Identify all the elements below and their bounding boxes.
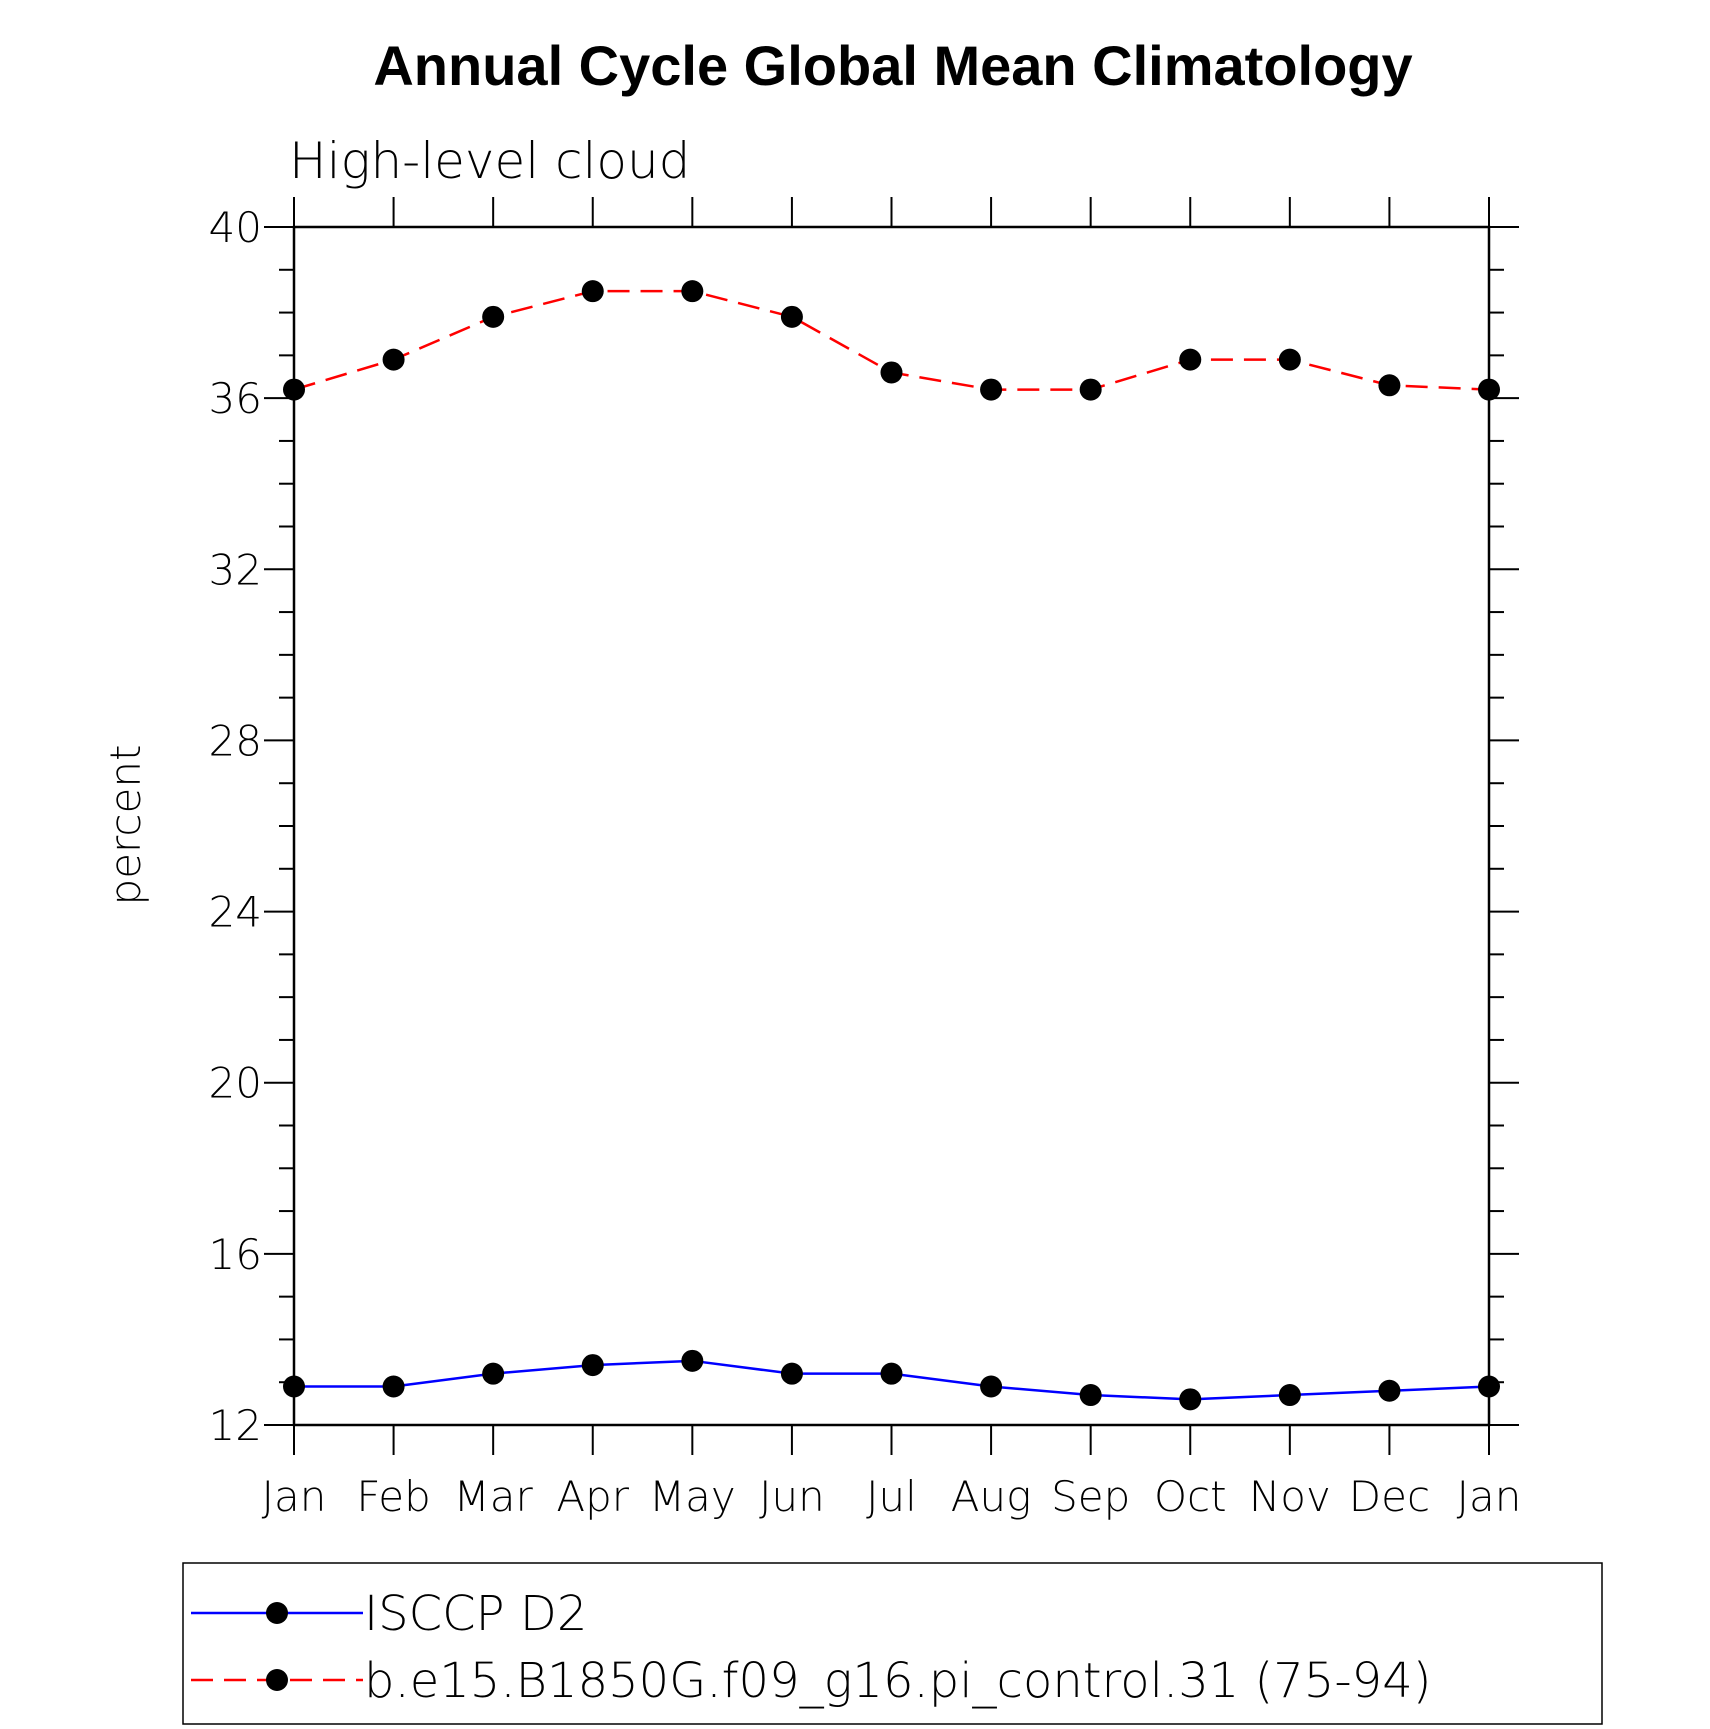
data-point	[1378, 1379, 1401, 1402]
y-axis-label: percent	[101, 745, 150, 906]
y-tick-label: 12	[209, 1401, 262, 1450]
x-tick-label: Jul	[866, 1472, 917, 1521]
data-point	[681, 280, 704, 303]
data-point	[1278, 348, 1301, 371]
y-tick-label: 20	[209, 1059, 262, 1108]
y-tick-label: 24	[209, 888, 262, 937]
series-1	[283, 1349, 1500, 1411]
x-tick-label: Jun	[759, 1472, 825, 1521]
y-tick-label: 16	[209, 1230, 262, 1279]
data-point	[980, 378, 1003, 401]
legend-label: b.e15.B1850G.f09_g16.pi_control.31 (75-9…	[364, 1653, 1431, 1709]
data-point	[1478, 378, 1500, 401]
data-point	[283, 1375, 305, 1398]
y-tick-labels: 12 16 20 24 28 32 36 40	[209, 203, 262, 1450]
data-point	[1378, 374, 1401, 397]
x-tick-label: Feb	[356, 1472, 430, 1521]
axis-ticks	[264, 197, 1519, 1455]
data-point	[382, 1375, 405, 1398]
legend-marker	[266, 1669, 288, 1691]
y-tick-label: 40	[209, 203, 262, 252]
x-tick-label: Nov	[1249, 1472, 1331, 1521]
data-point	[1179, 1388, 1202, 1411]
data-point	[780, 1362, 803, 1385]
data-point	[1278, 1384, 1301, 1407]
data-point	[1179, 348, 1202, 371]
y-tick-label: 28	[209, 716, 262, 765]
x-tick-label: Dec	[1349, 1472, 1430, 1521]
plot-area-frame	[292, 225, 1491, 1427]
data-point	[780, 305, 803, 328]
x-tick-label: May	[649, 1472, 736, 1521]
legend-marker	[266, 1602, 288, 1624]
x-tick-label: Aug	[951, 1472, 1032, 1521]
legend-item: ISCCP D2	[191, 1586, 587, 1642]
x-tick-labels: Jan Feb Mar Apr May Jun Jul Aug Sep Oct Nov Dec Jan	[262, 1472, 1522, 1521]
legend-box	[182, 1562, 1603, 1725]
x-tick-label: Jan	[262, 1472, 327, 1521]
x-tick-label: Sep	[1051, 1472, 1130, 1521]
data-point	[283, 378, 305, 401]
data-point	[681, 1349, 704, 1372]
data-point	[980, 1375, 1003, 1398]
x-tick-label: Apr	[556, 1472, 629, 1521]
data-point	[1478, 1375, 1500, 1398]
data-point	[382, 348, 405, 371]
x-tick-label: Oct	[1154, 1472, 1227, 1521]
data-point	[1079, 1384, 1102, 1407]
data-point	[482, 305, 505, 328]
data-point	[581, 280, 604, 303]
data-point	[1079, 378, 1102, 401]
series-layer	[283, 280, 1500, 1411]
chart-title: Annual Cycle Global Mean Climatology	[373, 34, 1412, 97]
series-2	[283, 280, 1500, 401]
legend-label: ISCCP D2	[364, 1586, 587, 1642]
chart-subtitle: High-level cloud	[289, 132, 690, 190]
data-point	[581, 1354, 604, 1377]
data-point	[482, 1362, 505, 1385]
legend-item: b.e15.B1850G.f09_g16.pi_control.31 (75-9…	[191, 1653, 1431, 1709]
legend: ISCCP D2 b.e15.B1850G.f09_g16.pi_control.…	[191, 1586, 1431, 1709]
x-tick-label: Mar	[454, 1472, 534, 1521]
data-point	[880, 1362, 903, 1385]
x-tick-label: Jan	[1457, 1472, 1522, 1521]
data-point	[880, 361, 903, 384]
y-tick-label: 32	[209, 545, 262, 594]
y-tick-label: 36	[209, 374, 262, 423]
